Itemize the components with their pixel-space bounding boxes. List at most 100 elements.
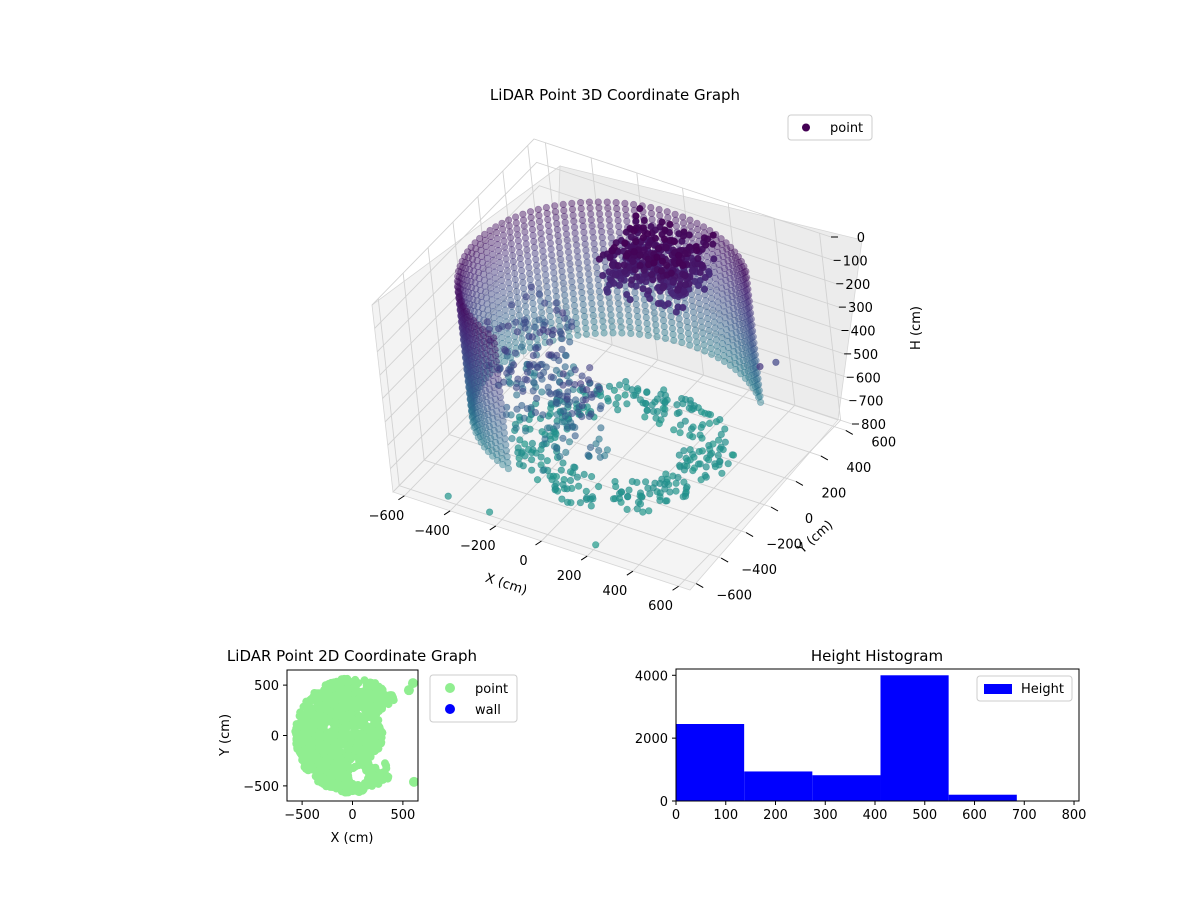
point-3d (543, 424, 552, 432)
y-tick-label-2d: 0 (271, 730, 279, 745)
point-3d (621, 239, 629, 247)
point-3d (583, 386, 591, 394)
point-3d (478, 394, 487, 402)
point-3d (513, 231, 522, 239)
histogram-bars (676, 675, 1017, 801)
point-3d (616, 311, 624, 319)
point-3d (481, 230, 489, 238)
point-3d (676, 429, 684, 437)
point-3d (686, 341, 694, 349)
point-3d (472, 409, 480, 418)
point-3d (537, 229, 545, 237)
point-3d (465, 383, 473, 391)
point-3d (468, 412, 476, 421)
point-3d (586, 282, 594, 290)
point-3d (606, 253, 614, 261)
point-3d (693, 219, 701, 227)
point-3d (464, 350, 472, 359)
point-3d (548, 330, 557, 339)
point-3d (724, 338, 732, 346)
point-3d (539, 411, 547, 419)
point-3d (502, 312, 510, 320)
point-3d (514, 448, 522, 457)
histogram-title: Height Histogram (811, 647, 943, 665)
point-3d (548, 257, 557, 265)
point-3d (707, 288, 715, 296)
point-3d (474, 383, 482, 392)
point-3d (660, 410, 668, 418)
point-3d (672, 479, 680, 487)
point-3d (471, 239, 479, 247)
point-3d (716, 272, 725, 280)
point-3d (659, 311, 667, 319)
y-tick-label-3d: −200 (766, 538, 802, 553)
point-3d (698, 261, 706, 269)
point-3d (695, 293, 703, 302)
point-3d (754, 374, 762, 383)
point-3d (478, 379, 486, 387)
point-3d (733, 303, 742, 311)
point-3d (592, 541, 600, 549)
point-3d (748, 378, 756, 386)
point-3d (469, 399, 477, 407)
point-3d (735, 259, 743, 267)
point-3d (697, 317, 705, 325)
point-3d (461, 321, 469, 329)
point-3d (458, 324, 466, 332)
point-3d (465, 323, 474, 331)
point-3d (701, 347, 709, 355)
x-tick-label-2d: 0 (348, 808, 356, 823)
point-3d (458, 257, 466, 266)
point-3d (610, 386, 619, 394)
point-3d (552, 366, 561, 374)
point-3d (465, 383, 473, 392)
point-3d (597, 299, 605, 307)
point-3d (460, 275, 468, 283)
point-3d (611, 271, 620, 279)
point-3d (465, 369, 473, 377)
points-3d (444, 198, 780, 549)
point-3d (479, 400, 487, 408)
point-3d (579, 222, 587, 230)
point-3d (480, 375, 488, 383)
point-3d (710, 318, 718, 326)
point-3d (565, 254, 573, 262)
point-3d (578, 372, 586, 380)
point-3d (530, 311, 538, 319)
point-3d (582, 324, 590, 332)
point-3d (591, 329, 599, 338)
point-3d (492, 358, 501, 366)
point-3d (572, 235, 580, 243)
point-3d (551, 281, 559, 289)
point-3d (500, 237, 508, 245)
point-3d (700, 285, 709, 293)
point-3d (718, 334, 726, 342)
point-3d (454, 278, 463, 286)
point-3d (724, 294, 732, 302)
point-3d (465, 288, 473, 296)
point-3d (517, 261, 525, 269)
point-3d (485, 361, 493, 370)
point-2d (343, 761, 352, 770)
point-3d (511, 275, 519, 284)
point-3d (555, 391, 563, 399)
point-3d (466, 300, 474, 308)
point-3d (455, 293, 463, 302)
point-3d (501, 347, 510, 355)
point-3d (597, 222, 605, 230)
point-3d (594, 275, 602, 284)
point-3d (606, 305, 614, 313)
point-3d (480, 412, 489, 420)
point-3d (716, 457, 724, 465)
point-3d (467, 400, 476, 408)
point-3d (536, 223, 544, 231)
point-3d (747, 341, 755, 349)
point-3d (454, 287, 462, 296)
point-3d (484, 442, 492, 450)
point-3d (599, 317, 607, 325)
point-3d (490, 334, 498, 342)
point-3d (622, 211, 630, 219)
point-3d (472, 428, 480, 437)
point-3d (585, 198, 594, 206)
point-3d (456, 290, 464, 298)
